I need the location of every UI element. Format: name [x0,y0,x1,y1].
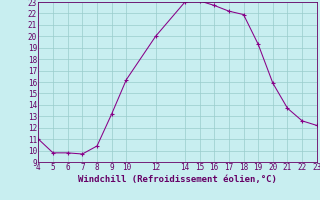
X-axis label: Windchill (Refroidissement éolien,°C): Windchill (Refroidissement éolien,°C) [78,175,277,184]
